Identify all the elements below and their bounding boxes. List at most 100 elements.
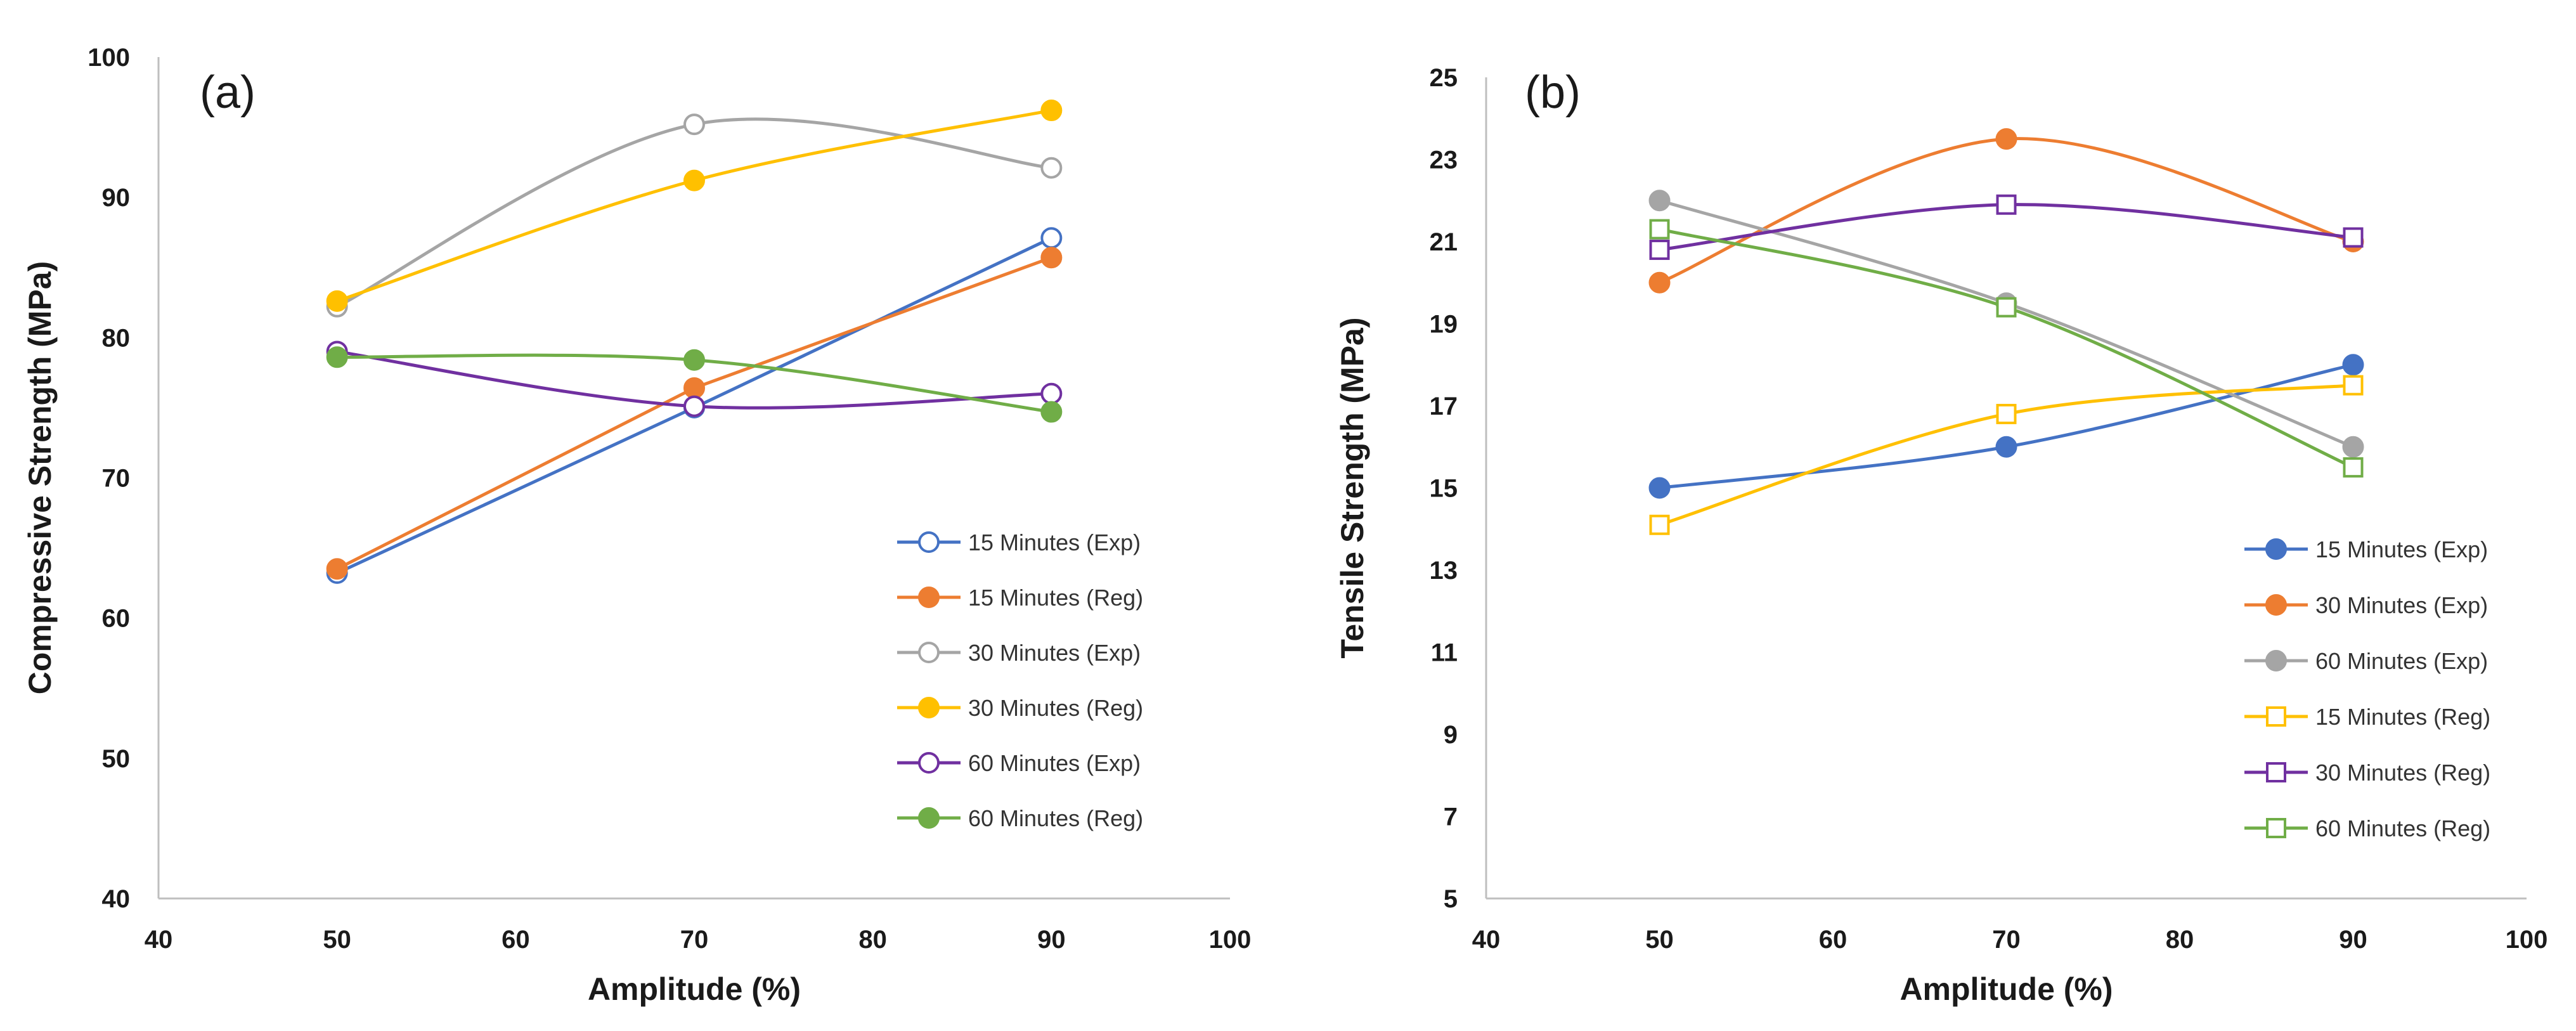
y-tick-label: 40 [102,885,131,913]
x-tick-label: 90 [1037,926,1066,954]
y-tick-label: 25 [1430,64,1458,92]
data-point [1649,514,1670,535]
data-point [683,395,705,417]
series-30-minutes-reg [326,100,1063,312]
chart-panel-a: 40 50 60 70 80 90 100 40 50 60 70 80 90 100 Amplitude … [22,44,1251,1007]
series-60-minutes-exp [326,340,1063,417]
data-point [2343,375,2364,396]
legend-entry: 60 Minutes (Exp) [897,750,1141,776]
series-60-minutes-reg [1649,219,2364,478]
legend-marker [2266,762,2286,782]
data-point [326,346,348,368]
data-point [1040,382,1063,405]
y-tick-label: 9 [1444,721,1458,749]
legend-label: 60 Minutes (Reg) [2315,815,2490,841]
data-point [1040,157,1063,179]
series-30-minutes-exp [326,113,1063,318]
y-axis-title: Compressive Strength (MPa) [22,261,58,694]
legend-marker [2265,538,2287,560]
x-tick-label: 50 [1645,926,1674,954]
legend-entry: 30 Minutes (Exp) [2244,592,2488,618]
y-tick-label: 100 [87,44,130,72]
x-tick-label: 60 [502,926,530,954]
y-axis-title: Tensile Strength (MPa) [1335,317,1370,658]
data-point [1648,271,1671,294]
data-point [326,558,348,580]
data-point [683,349,705,371]
data-point [683,113,705,136]
legend-marker [2266,818,2286,838]
series-15-minutes-exp [1648,354,2364,499]
y-tick-label: 13 [1430,557,1458,585]
legend-marker [918,642,940,663]
data-point [2342,436,2364,458]
x-axis-title: Amplitude (%) [588,971,801,1007]
y-tick-label: 80 [102,324,131,352]
data-point [1649,219,1670,240]
x-tick-label: 100 [2506,926,2548,954]
data-point [1040,401,1063,423]
legend-marker [918,807,940,829]
legend-label: 15 Minutes (Reg) [968,585,1143,611]
y-tick-label: 70 [102,465,131,493]
legend-marker [918,587,940,608]
legend-marker [2266,706,2286,727]
legend-marker [2265,594,2287,616]
x-tick-label: 80 [2166,926,2194,954]
legend-label: 15 Minutes (Exp) [2315,536,2488,562]
legend-marker [918,697,940,718]
legend-label: 60 Minutes (Reg) [968,805,1143,831]
y-tick-label: 17 [1430,392,1458,420]
x-tick-label: 60 [1819,926,1848,954]
legend-entry: 60 Minutes (Reg) [2244,815,2490,841]
series-15-minutes-reg [326,247,1063,580]
series-30-minutes-reg [1649,194,2364,260]
y-tick-label: 90 [102,184,131,212]
x-tick-label: 100 [1209,926,1252,954]
legend-label: 30 Minutes (Exp) [968,640,1141,666]
x-tick-label: 50 [323,926,351,954]
legend-label: 30 Minutes (Reg) [968,695,1143,721]
legend-label: 60 Minutes (Exp) [2315,648,2488,674]
panel-label: (a) [200,67,256,118]
legend-label: 60 Minutes (Exp) [968,750,1141,776]
legend-entry: 15 Minutes (Exp) [897,529,1141,555]
data-point [326,290,348,312]
legend-entry: 60 Minutes (Exp) [2244,648,2488,674]
x-tick-label: 70 [680,926,709,954]
legend-marker [2265,650,2287,671]
x-tick-label: 90 [2339,926,2367,954]
legend-label: 30 Minutes (Exp) [2315,592,2488,618]
data-point [2342,354,2364,376]
data-point [683,169,705,191]
y-tick-label: 7 [1444,803,1458,831]
y-tick-label: 60 [102,605,131,633]
legend-entry: 30 Minutes (Exp) [897,640,1141,666]
legend-marker [918,531,940,553]
y-tick-label: 15 [1430,475,1458,503]
x-tick-label: 40 [1472,926,1501,954]
data-point [1649,239,1670,260]
x-tick-label: 40 [145,926,173,954]
data-point [2343,227,2364,248]
data-point [1996,297,2017,318]
data-point [1995,128,2017,150]
legend-entry: 30 Minutes (Reg) [2244,760,2490,786]
data-point [1995,436,2017,458]
data-point [683,377,705,399]
chart-panel-b: 5 7 9 11 13 15 17 19 21 23 25 40 50 60 70 80 90 100 Amplit… [1335,64,2547,1007]
legend-entry: 60 Minutes (Reg) [897,805,1143,831]
legend-label: 30 Minutes (Reg) [2315,760,2490,786]
panel-label: (b) [1525,67,1581,118]
data-point [1040,247,1063,269]
x-tick-label: 80 [858,926,887,954]
x-tick-label: 70 [1992,926,2021,954]
legend-label: 15 Minutes (Reg) [2315,704,2490,730]
data-point [1648,477,1671,499]
y-tick-label: 21 [1430,228,1458,256]
series-15-minutes-reg [1649,375,2364,535]
legend-marker [918,752,940,774]
y-tick-label: 50 [102,745,131,773]
y-tick-label: 19 [1430,311,1458,339]
